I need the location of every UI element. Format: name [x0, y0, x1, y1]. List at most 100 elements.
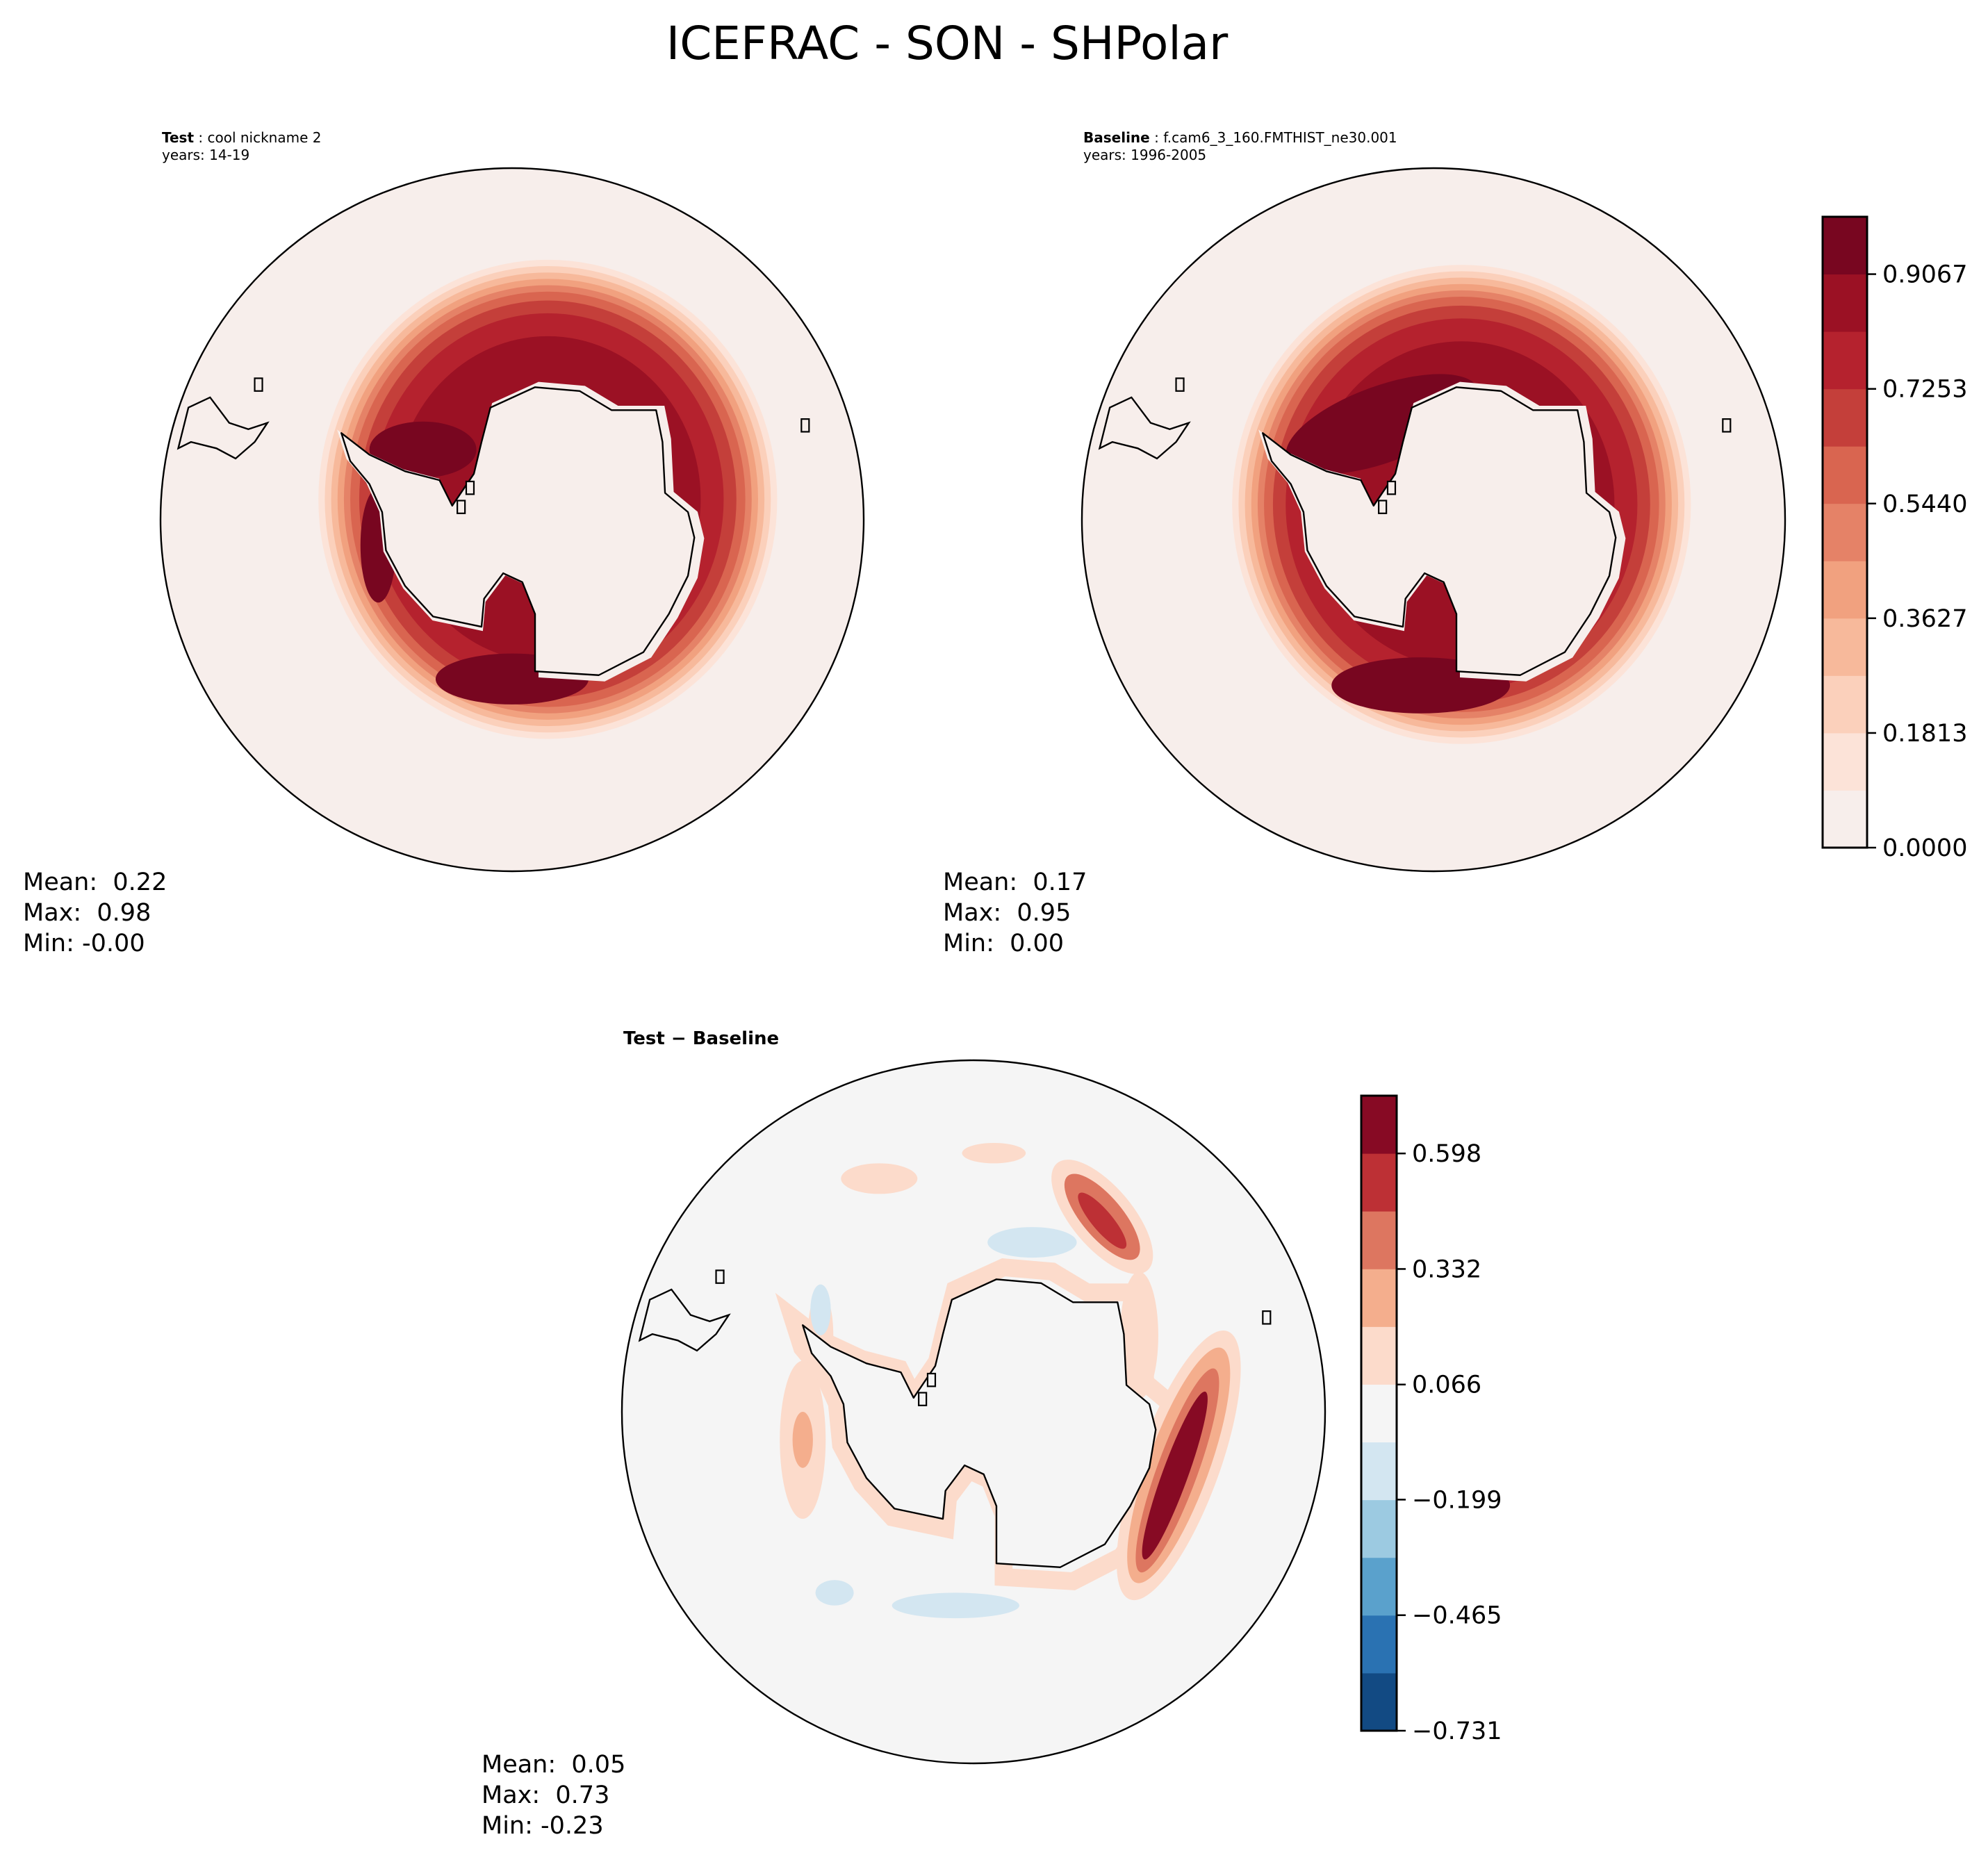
island-coastline [715, 1269, 725, 1284]
colorbar-band [1361, 1442, 1397, 1501]
colorbar-band [1361, 1326, 1397, 1385]
island-coastline [1262, 1310, 1272, 1325]
island-coastline [457, 500, 466, 514]
colorbar-band [1361, 1153, 1397, 1212]
colorbar-tick-label: 0.598 [1412, 1140, 1481, 1168]
colorbar-tick-label: 0.7253 [1882, 376, 1967, 404]
ice-max-contour [369, 421, 477, 478]
map-clip [1082, 168, 1785, 871]
colorbar-band [1361, 1211, 1397, 1269]
map-boundary [621, 1059, 1326, 1765]
colorbar-band [1823, 732, 1867, 791]
test-years: years: 14-19 [162, 147, 250, 163]
colorbar-band [1361, 1615, 1397, 1674]
colorbar-band [1823, 618, 1867, 676]
colorbar-band [1823, 388, 1867, 447]
anomaly-contour [892, 1592, 1020, 1619]
test-max: Max: 0.98 [23, 899, 151, 927]
south-america-coastline [176, 396, 270, 460]
baseline-years: years: 1996-2005 [1083, 147, 1207, 163]
island-coastline [926, 1372, 937, 1387]
island-coastline [800, 418, 810, 433]
anomaly-contour [1078, 1192, 1127, 1249]
baseline-stats: Mean: 0.17 Max: 0.95 Min: 0.00 [943, 867, 1087, 959]
baseline-mean: Mean: 0.17 [943, 868, 1087, 896]
map-boundary [1081, 167, 1786, 873]
anomaly-contour [1119, 1271, 1158, 1399]
difference-stats: Mean: 0.05 Max: 0.73 Min: -0.23 [482, 1749, 625, 1841]
colorbar-outline [1360, 1094, 1398, 1732]
colorbar-band [1823, 790, 1867, 848]
anomaly-contour [962, 1143, 1026, 1164]
anomaly-contour [792, 1412, 813, 1468]
colorbar-tick-label: 0.3627 [1882, 605, 1967, 633]
baseline-map [1081, 167, 1786, 873]
colorbar-band [1361, 1557, 1397, 1616]
map-clip [161, 168, 864, 871]
figure-title: ICEFRAC - SON - SHPolar [666, 17, 1229, 70]
baseline-min: Min: 0.00 [943, 930, 1065, 957]
difference-map [621, 1059, 1326, 1765]
map-clip [622, 1060, 1325, 1763]
south-america-coastline [638, 1288, 731, 1352]
colorbar-band [1823, 675, 1867, 734]
colorbar-tick-label: −0.199 [1412, 1486, 1502, 1514]
difference-mean: Mean: 0.05 [482, 1751, 626, 1779]
colorbar-outline [1821, 215, 1868, 849]
baseline-label-bold: Baseline [1083, 129, 1150, 146]
colorbar-tick-label: 0.066 [1412, 1372, 1481, 1399]
anomaly-contour [1142, 1391, 1208, 1560]
colorbar-band [1823, 217, 1867, 275]
colorbar-tick-label: 0.1813 [1882, 720, 1967, 748]
test-mean: Mean: 0.22 [23, 868, 167, 896]
colorbar-tick-label: −0.465 [1412, 1602, 1502, 1630]
island-coastline [1378, 500, 1388, 514]
island-coastline [1175, 377, 1185, 392]
island-coastline [1496, 865, 1506, 871]
island-coastline [575, 865, 584, 871]
antarctica-coastline [1262, 386, 1617, 676]
test-label-name: : cool nickname 2 [194, 129, 322, 146]
test-min: Min: -0.00 [23, 930, 145, 957]
main-colorbar: 0.0000 0.1813 0.3627 0.5440 0.7253 0.9067 [1821, 215, 1967, 862]
colorbar-band [1361, 1672, 1397, 1731]
test-map [159, 167, 865, 873]
difference-max: Max: 0.73 [482, 1781, 610, 1809]
map-content [1082, 168, 1785, 871]
test-stats: Mean: 0.22 Max: 0.98 Min: -0.00 [23, 867, 167, 959]
colorbar-band [1823, 503, 1867, 561]
difference-panel-label: Test − Baseline [623, 1028, 780, 1049]
test-label-bold: Test [162, 129, 195, 146]
colorbar-tick-label: 0.9067 [1882, 261, 1967, 289]
anomaly-contour [987, 1227, 1077, 1258]
island-coastline [254, 377, 263, 392]
south-america-coastline [1098, 396, 1191, 460]
island-coastline [465, 480, 475, 495]
antarctica-coastline [340, 386, 696, 676]
map-content [161, 168, 864, 871]
anomaly-contour [815, 1580, 854, 1606]
colorbar-band [1361, 1269, 1397, 1327]
colorbar-band [1361, 1499, 1397, 1558]
baseline-label-name: : f.cam6_3_160.FMTHIST_ne30.001 [1149, 129, 1397, 146]
test-panel-label: Test : cool nickname 2 years: 14-19 [162, 129, 321, 164]
colorbar-band [1361, 1096, 1397, 1154]
island-coastline [918, 1392, 928, 1406]
map-content [622, 1060, 1325, 1763]
colorbar-band [1823, 561, 1867, 619]
map-boundary [159, 167, 865, 873]
baseline-panel-label: Baseline : f.cam6_3_160.FMTHIST_ne30.001… [1083, 129, 1397, 164]
island-coastline [1036, 1757, 1046, 1763]
colorbar-tick-label: 0.332 [1412, 1255, 1481, 1283]
baseline-max: Max: 0.95 [943, 899, 1071, 927]
colorbar-band [1823, 446, 1867, 504]
antarctica-coastline [802, 1278, 1157, 1568]
anomaly-contour [841, 1163, 918, 1194]
colorbar-tick-label: 0.0000 [1882, 834, 1967, 862]
island-coastline [1386, 480, 1397, 495]
colorbar-tick-label: 0.5440 [1882, 491, 1967, 518]
colorbar-tick-label: −0.731 [1412, 1718, 1502, 1745]
colorbar-band [1823, 331, 1867, 390]
island-coastline [1722, 418, 1732, 433]
